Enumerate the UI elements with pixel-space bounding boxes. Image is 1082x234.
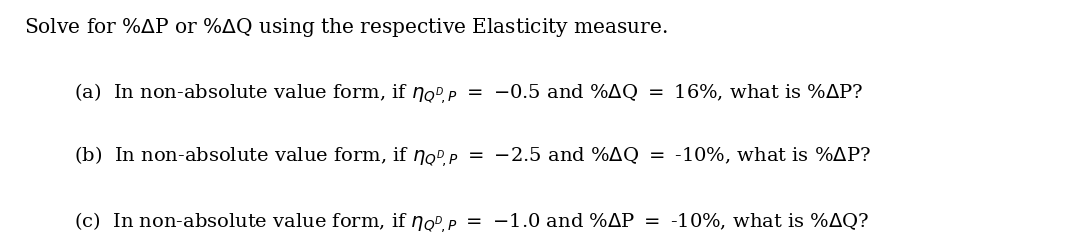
Text: (a)  In non-absolute value form, if $\eta_{Q^D\!,P}$ $=$ $-$0.5 and %$\Delta$Q $: (a) In non-absolute value form, if $\eta… [74, 82, 863, 106]
Text: Solve for %$\Delta$P or %$\Delta$Q using the respective Elasticity measure.: Solve for %$\Delta$P or %$\Delta$Q using… [24, 16, 668, 39]
Text: (c)  In non-absolute value form, if $\eta_{Q^D\!,P}$ $=$ $-$1.0 and %$\Delta$P $: (c) In non-absolute value form, if $\eta… [74, 211, 869, 234]
Text: (b)  In non-absolute value form, if $\eta_{Q^D\!,P}$ $=$ $-$2.5 and %$\Delta$Q $: (b) In non-absolute value form, if $\eta… [74, 145, 870, 169]
